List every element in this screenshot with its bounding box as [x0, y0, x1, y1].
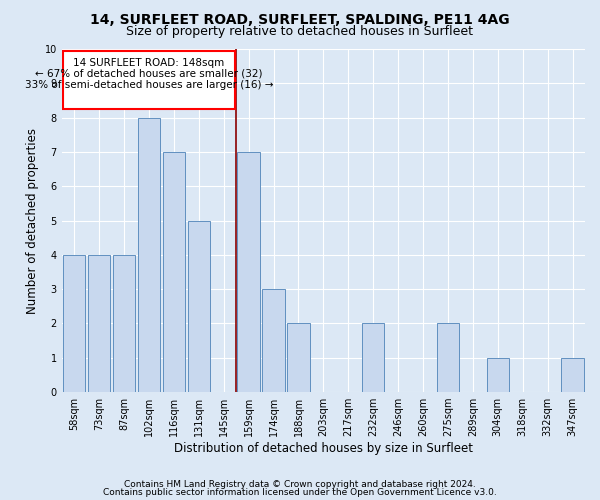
- Text: Contains public sector information licensed under the Open Government Licence v3: Contains public sector information licen…: [103, 488, 497, 497]
- Text: Size of property relative to detached houses in Surfleet: Size of property relative to detached ho…: [127, 25, 473, 38]
- Bar: [88, 255, 110, 392]
- Text: 33% of semi-detached houses are larger (16) →: 33% of semi-detached houses are larger (…: [25, 80, 273, 90]
- Bar: [113, 255, 135, 392]
- Bar: [238, 152, 260, 392]
- Bar: [138, 118, 160, 392]
- Text: 14 SURFLEET ROAD: 148sqm: 14 SURFLEET ROAD: 148sqm: [73, 58, 224, 68]
- Bar: [437, 324, 459, 392]
- Bar: [63, 255, 85, 392]
- Text: 14, SURFLEET ROAD, SURFLEET, SPALDING, PE11 4AG: 14, SURFLEET ROAD, SURFLEET, SPALDING, P…: [90, 12, 510, 26]
- Bar: [487, 358, 509, 392]
- Bar: [362, 324, 385, 392]
- Bar: [562, 358, 584, 392]
- Y-axis label: Number of detached properties: Number of detached properties: [26, 128, 39, 314]
- Bar: [163, 152, 185, 392]
- Text: ← 67% of detached houses are smaller (32): ← 67% of detached houses are smaller (32…: [35, 69, 263, 79]
- Bar: [287, 324, 310, 392]
- Bar: [188, 220, 210, 392]
- Bar: [262, 289, 285, 392]
- X-axis label: Distribution of detached houses by size in Surfleet: Distribution of detached houses by size …: [174, 442, 473, 455]
- Text: Contains HM Land Registry data © Crown copyright and database right 2024.: Contains HM Land Registry data © Crown c…: [124, 480, 476, 489]
- Bar: [63, 50, 235, 109]
